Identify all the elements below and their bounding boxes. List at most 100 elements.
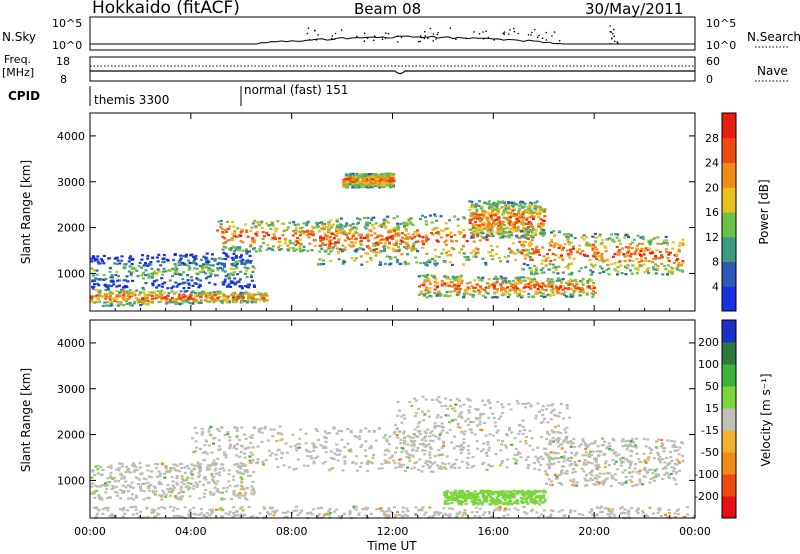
scatter-cell (160, 293, 164, 296)
scatter-cell (118, 462, 121, 465)
scatter-cell (233, 277, 237, 280)
scatter-cell (478, 292, 481, 295)
scatter-cell (385, 440, 389, 443)
scatter-cell (207, 481, 211, 484)
scatter-cell (130, 292, 134, 295)
scatter-cell (636, 269, 640, 272)
scatter-cell (294, 467, 298, 470)
scatter-cell (345, 182, 349, 186)
scatter-cell (354, 178, 358, 181)
scatter-cell (546, 456, 550, 459)
scatter-cell (649, 477, 653, 480)
scatter-cell (354, 462, 358, 465)
scatter-cell (179, 254, 183, 257)
scatter-cell (681, 241, 685, 244)
scatter-cell (470, 236, 474, 239)
scatter-cell (590, 453, 594, 457)
freq-trace (90, 70, 695, 75)
scatter-cell (96, 282, 100, 285)
scatter-cell (359, 186, 363, 189)
scatter-cell (521, 432, 525, 436)
scatter-cell (195, 263, 199, 266)
scatter-cell (98, 292, 102, 295)
scatter-cell (372, 173, 375, 176)
scatter-cell (495, 278, 499, 281)
scatter-cell (674, 483, 678, 486)
scatter-cell (473, 290, 477, 293)
scatter-cell (276, 431, 280, 434)
scatter-cell (567, 240, 571, 244)
scatter-cell (502, 276, 506, 280)
scatter-cell (566, 264, 570, 267)
scatter-cell (601, 483, 605, 486)
scatter-cell (188, 267, 192, 270)
scatter-cell (453, 462, 457, 465)
scatter-cell (491, 283, 495, 286)
scatter-cell (414, 399, 418, 402)
scatter-cell (662, 241, 666, 245)
scatter-cell (143, 293, 147, 296)
scatter-cell (399, 442, 403, 445)
scatter-cell (584, 479, 588, 482)
scatter-cell (403, 436, 407, 439)
scatter-cell (146, 299, 150, 302)
scatter-cell (492, 277, 496, 280)
scatter-cell (215, 490, 219, 493)
scatter-cell (452, 407, 456, 410)
scatter-cell (94, 277, 98, 280)
scatter-cell (234, 235, 238, 238)
scatter-cell (647, 468, 651, 471)
scatter-cell (302, 222, 306, 225)
scatter-cell (198, 474, 201, 477)
scatter-cell (390, 174, 394, 177)
scatter-cell (408, 400, 412, 404)
scatter-cell (141, 297, 145, 300)
scatter-cell (183, 299, 187, 302)
scatter-cell (662, 264, 666, 268)
scatter-cell (200, 269, 204, 272)
scatter-cell (611, 238, 615, 241)
scatter-cell (597, 454, 601, 457)
scatter-cell (608, 237, 612, 240)
scatter-cell (446, 227, 450, 230)
scatter-cell (342, 178, 346, 181)
scatter-cell (412, 242, 416, 245)
scatter-cell (521, 216, 525, 219)
scatter-cell (593, 291, 597, 294)
scatter-cell (216, 299, 220, 302)
scatter-cell (456, 425, 460, 428)
freq-unit: [MHz] (2, 66, 34, 79)
scatter-cell (536, 205, 540, 208)
scatter-cell (486, 229, 490, 232)
scatter-cell (625, 444, 628, 448)
scatter-cell (249, 451, 253, 454)
scatter-cell (443, 466, 447, 469)
scatter-cell (383, 262, 387, 265)
scatter-cell (369, 445, 373, 448)
scatter-cell (125, 275, 129, 278)
scatter-cell (569, 250, 573, 254)
scatter-cell (406, 443, 410, 446)
colorbar-segment (722, 212, 736, 238)
scatter-cell (248, 455, 252, 458)
scatter-cell (314, 456, 318, 460)
scatter-cell (209, 464, 213, 467)
scatter-cell (250, 434, 254, 437)
scatter-cell (233, 249, 236, 253)
scatter-cell (475, 408, 479, 411)
scatter-cell (453, 234, 457, 237)
scatter-cell (490, 218, 494, 221)
scatter-cell (383, 226, 387, 229)
scatter-cell (180, 495, 184, 498)
scatter-cell (176, 483, 180, 486)
scatter-cell (470, 285, 474, 288)
scatter-cell (192, 299, 196, 302)
scatter-cell (634, 267, 638, 270)
scatter-cell (488, 433, 492, 436)
scatter-cell (234, 264, 238, 268)
scatter-cell (557, 415, 561, 418)
scatter-cell (245, 269, 248, 272)
scatter-cell (312, 460, 316, 463)
scatter-cell (501, 440, 504, 443)
scatter-cell (241, 294, 245, 297)
